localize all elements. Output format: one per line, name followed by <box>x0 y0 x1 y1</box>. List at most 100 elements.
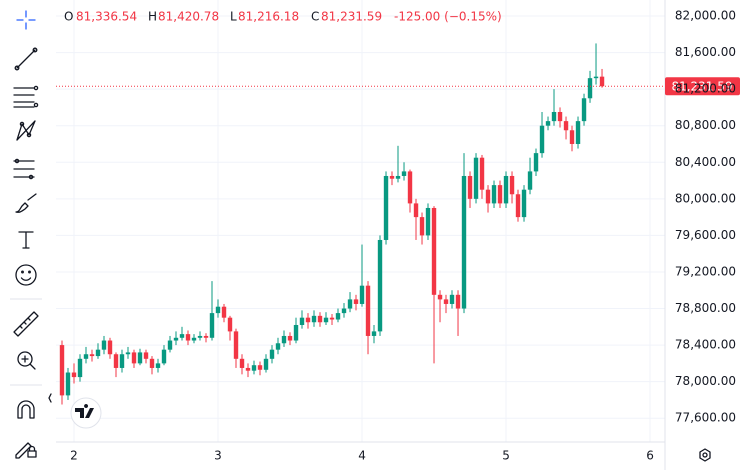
candle-body <box>149 358 155 368</box>
candle-body <box>119 354 125 368</box>
grid <box>56 0 665 442</box>
candle-body <box>125 352 131 355</box>
brush-tool[interactable] <box>15 193 37 213</box>
candle-body <box>323 317 329 323</box>
magnet-tool[interactable] <box>17 400 35 419</box>
legend-h: H <box>148 10 157 24</box>
candle-body <box>371 331 377 336</box>
candle-body <box>407 171 413 204</box>
candle-body <box>281 335 287 344</box>
prediction-tool[interactable] <box>13 158 35 180</box>
y-tick-label: 81,600.00 <box>675 45 736 59</box>
fib-tool[interactable] <box>13 85 39 108</box>
collapse-toolbar[interactable] <box>48 393 52 403</box>
candle-body <box>161 349 167 364</box>
candle-body <box>173 337 179 341</box>
candle-body <box>485 189 491 204</box>
candle-body <box>227 317 233 332</box>
candle-body <box>311 315 317 323</box>
candle-body <box>287 335 293 341</box>
candle-body <box>431 207 437 295</box>
legend-high: 81,420.78 <box>158 10 219 24</box>
candle-body <box>221 306 227 318</box>
x-tick-label: 6 <box>646 449 654 463</box>
candle-body <box>413 203 419 218</box>
ruler-tool[interactable] <box>13 311 39 337</box>
y-tick-label: 82,000.00 <box>675 8 736 22</box>
candles <box>59 43 605 405</box>
candle-body <box>329 317 335 320</box>
candle-body <box>353 299 359 304</box>
candle-body <box>401 171 407 176</box>
ohlc-legend: O 81,336.54 H 81,420.78 L 81,216.18 C 81… <box>64 10 502 24</box>
candle-body <box>71 372 77 378</box>
candle-body <box>113 354 119 368</box>
pattern-tool[interactable] <box>16 120 36 141</box>
y-tick-label: 78,000.00 <box>675 374 736 388</box>
candle-body <box>251 365 257 371</box>
candle-body <box>239 358 245 368</box>
candle-body <box>347 299 353 309</box>
candle-body <box>179 334 185 338</box>
candle-body <box>545 121 551 126</box>
candle-body <box>155 363 161 368</box>
candle-body <box>461 175 467 309</box>
candle-body <box>467 175 473 199</box>
legend-o: O <box>64 10 73 24</box>
candle-body <box>293 324 299 341</box>
candle-body <box>83 354 89 359</box>
y-tick-label: 79,200.00 <box>675 264 736 278</box>
last-price-box <box>665 77 740 96</box>
settings-button[interactable] <box>699 448 711 462</box>
candle-body <box>515 194 521 218</box>
x-tick-label: 5 <box>502 449 510 463</box>
candle-body <box>437 294 443 300</box>
y-tick-label: 77,600.00 <box>675 411 736 425</box>
candle-body <box>137 352 143 364</box>
candle-body <box>131 352 137 364</box>
candle-body <box>557 111 563 122</box>
candle-body <box>587 78 593 99</box>
y-tick-label: 80,400.00 <box>675 155 736 169</box>
x-tick-label: 3 <box>214 449 222 463</box>
trendline-tool[interactable] <box>14 47 38 71</box>
legend-close: 81,231.59 <box>321 10 382 24</box>
candle-body <box>455 294 461 309</box>
last-price-label: 81,231.59 <box>671 80 732 94</box>
candle-body <box>317 315 323 323</box>
candle-body <box>143 352 149 359</box>
x-tick-label: 4 <box>358 449 366 463</box>
candle-body <box>539 125 545 154</box>
y-tick-label: 80,000.00 <box>675 191 736 205</box>
candle-body <box>425 207 431 236</box>
candle-body <box>203 335 209 338</box>
candle-body <box>509 175 515 195</box>
legend-change: -125.00 (−0.15%) <box>394 10 502 24</box>
text-tool[interactable] <box>18 231 34 249</box>
candle-body <box>263 358 269 370</box>
x-tick-label: 2 <box>70 449 78 463</box>
candle-body <box>257 365 263 370</box>
candle-body <box>299 317 305 325</box>
candle-body <box>569 130 575 144</box>
candle-body <box>359 285 365 304</box>
candle-body <box>215 306 221 314</box>
legend-c: C <box>311 10 319 24</box>
candle-body <box>167 340 173 350</box>
candle-body <box>521 189 527 218</box>
candle-body <box>581 98 587 122</box>
candle-body <box>563 121 569 131</box>
candle-body <box>395 175 401 179</box>
emoji-tool[interactable] <box>15 264 37 286</box>
candle-body <box>389 175 395 179</box>
candle-body <box>245 367 251 371</box>
candle-body <box>107 340 113 355</box>
candle-body <box>95 349 101 357</box>
zoom-tool[interactable] <box>17 351 36 370</box>
legend-open: 81,336.54 <box>76 10 137 24</box>
crosshair-tool[interactable] <box>16 10 36 30</box>
lock-draw-tool[interactable] <box>15 442 37 459</box>
candle-body <box>551 111 557 122</box>
candle-body <box>599 76 605 87</box>
